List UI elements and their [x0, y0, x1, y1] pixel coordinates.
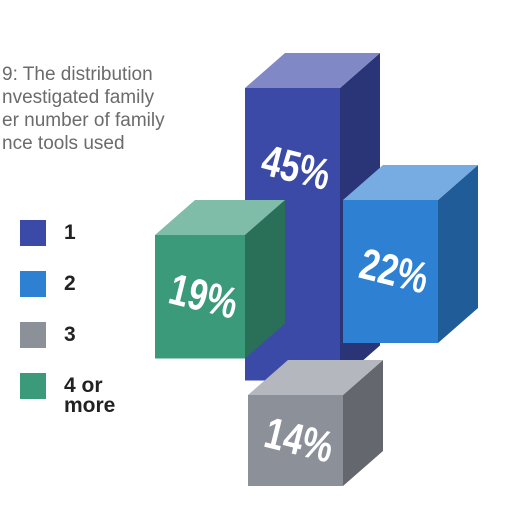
legend-item: 1 — [20, 220, 114, 271]
legend: 1 2 3 4 or more — [20, 220, 116, 424]
legend-item: 4 or more — [20, 373, 116, 424]
bar-side — [438, 165, 478, 343]
title-line: er number of family — [2, 110, 165, 131]
bar-top — [343, 165, 478, 200]
legend-swatch — [20, 322, 46, 348]
legend-label: 2 — [64, 272, 76, 295]
title-line: nvestigated family — [2, 87, 155, 108]
legend-swatch — [20, 373, 46, 399]
bar-3d: 19% — [155, 200, 285, 359]
legend-label: 3 — [64, 323, 76, 346]
title-line: 9: The distribution — [2, 64, 153, 85]
title-line: nce tools used — [2, 133, 125, 154]
bar-side — [343, 360, 383, 486]
bar-top — [245, 53, 380, 88]
bar-top — [248, 360, 383, 395]
legend-item: 2 — [20, 271, 114, 322]
bar — [248, 395, 343, 486]
bar — [343, 200, 438, 343]
bar-side — [245, 200, 285, 359]
legend-swatch — [20, 271, 46, 297]
legend-swatch — [20, 220, 46, 246]
legend-item: 3 — [20, 322, 114, 373]
bar-3d: 14% — [248, 360, 383, 486]
legend-label: 1 — [64, 221, 76, 244]
bar-top — [155, 200, 285, 235]
bar-3d: 22% — [343, 165, 478, 343]
legend-label: 4 or more — [64, 374, 116, 417]
bar-3d: 45% — [245, 53, 380, 381]
bar — [155, 235, 245, 359]
